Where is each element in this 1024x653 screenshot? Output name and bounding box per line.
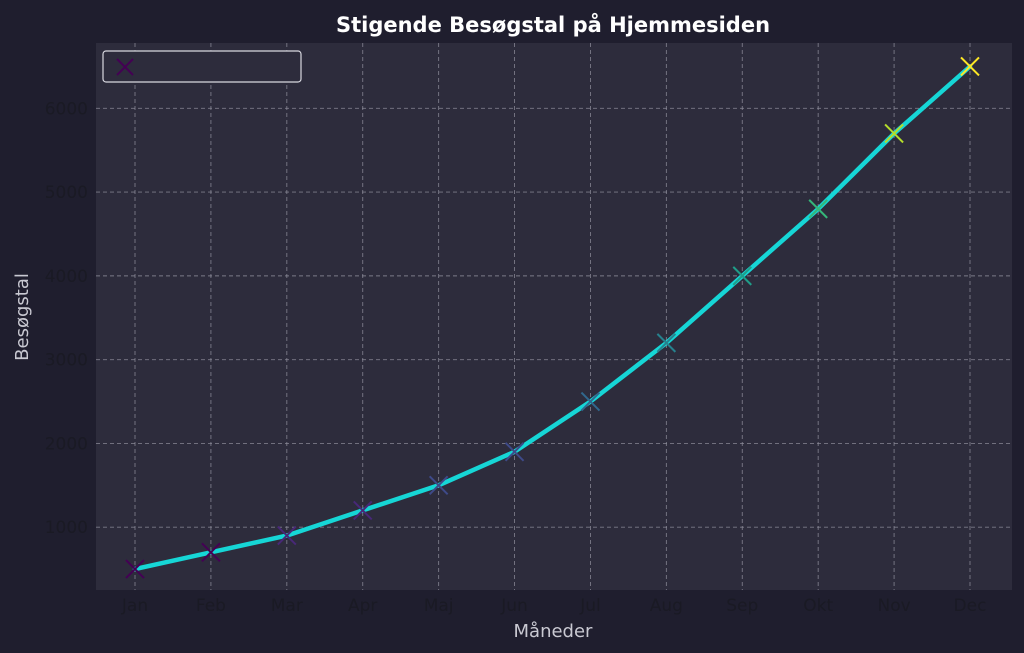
data-point-marker	[277, 525, 297, 546]
y-tick-label: 3000	[45, 351, 88, 371]
x-tick-label: Okt	[803, 596, 833, 616]
x-tick-label: Jun	[500, 596, 528, 616]
marker-stroke	[732, 266, 752, 286]
y-axis-label: Besøgstal	[12, 273, 33, 361]
marker-stroke	[504, 442, 525, 462]
x-tick-label: Nov	[877, 596, 910, 616]
marker-stroke	[201, 542, 221, 563]
marker-stroke	[277, 525, 297, 546]
data-point-marker	[808, 199, 828, 219]
marker-stroke	[353, 500, 373, 521]
legend	[102, 50, 302, 83]
x-tick-label: Jan	[121, 596, 148, 616]
data-point-marker	[580, 391, 601, 412]
data-point-marker	[353, 500, 373, 521]
series-layer	[125, 56, 980, 579]
legend-marker-icon	[116, 58, 134, 76]
y-tick-label: 1000	[45, 518, 88, 538]
x-axis-label: Måneder	[514, 621, 594, 642]
marker-stroke	[125, 559, 145, 579]
data-point-marker	[201, 542, 221, 563]
data-point-marker	[960, 56, 980, 77]
data-point-marker	[884, 123, 904, 144]
y-tick-label: 2000	[45, 434, 88, 454]
marker-stroke	[960, 56, 980, 77]
chart-title: Stigende Besøgstal på Hjemmesiden	[336, 12, 770, 37]
y-tick-label: 5000	[45, 183, 88, 203]
legend-box	[102, 50, 302, 83]
data-point-marker	[504, 442, 525, 462]
tick-labels: Jan Feb Mar Apr Maj Jun Jul Aug Sep Okt Nov Dec 1000…	[45, 99, 987, 616]
data-point-marker	[732, 266, 752, 286]
x-tick-label: Maj	[424, 596, 454, 616]
marker-stroke	[808, 199, 828, 219]
x-tick-label: Apr	[348, 596, 377, 616]
x-tick-label: Jul	[579, 596, 601, 616]
x-tick-label: Mar	[271, 596, 303, 616]
series-line	[132, 64, 973, 572]
data-point-marker	[125, 559, 145, 579]
marker-stroke	[580, 391, 601, 412]
marker-stroke	[116, 58, 134, 76]
y-tick-label: 4000	[45, 267, 88, 287]
marker-stroke	[884, 123, 904, 144]
legend-marker	[116, 58, 134, 76]
data-point-marker	[656, 333, 677, 353]
x-tick-label: Sep	[726, 596, 758, 616]
data-point-marker	[428, 475, 449, 495]
marker-stroke	[656, 333, 677, 353]
marker-stroke	[428, 475, 449, 495]
plot-area	[96, 43, 1012, 590]
x-tick-label: Aug	[650, 596, 683, 616]
y-tick-label: 6000	[45, 99, 88, 119]
x-tick-label: Feb	[196, 596, 226, 616]
x-tick-label: Dec	[954, 596, 987, 616]
